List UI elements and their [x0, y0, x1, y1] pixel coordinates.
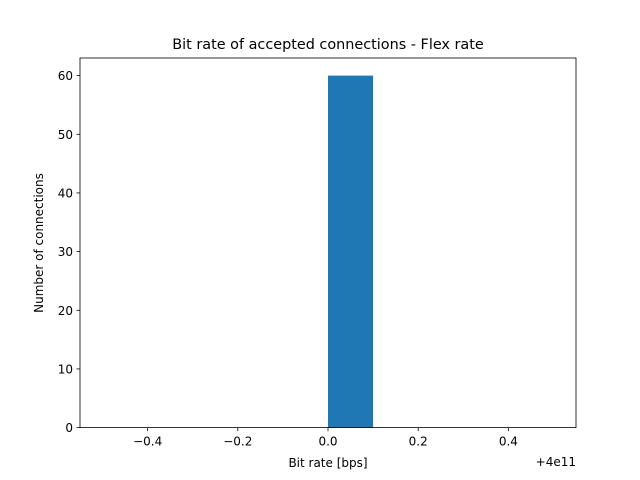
x-tick-label: 0.2: [409, 435, 428, 449]
x-axis-offset-label: +4e11: [536, 455, 576, 469]
x-tick-label: 0.4: [499, 435, 518, 449]
y-axis-label: Number of connections: [32, 173, 46, 313]
chart-title: Bit rate of accepted connections - Flex …: [172, 37, 484, 53]
y-tick-label: 20: [58, 304, 73, 318]
x-tick-label: 0.0: [318, 435, 337, 449]
y-tick-label: 30: [58, 245, 73, 259]
x-tick-label: −0.2: [223, 435, 252, 449]
y-tick-label: 60: [58, 69, 73, 83]
x-tick-label: −0.4: [133, 435, 162, 449]
y-tick-label: 10: [58, 362, 73, 376]
y-tick-label: 0: [65, 421, 73, 435]
histogram-bar-0: [328, 75, 374, 428]
x-axis-label: Bit rate [bps]: [288, 456, 367, 470]
y-tick-label: 40: [58, 186, 73, 200]
plot-frame: [79, 57, 577, 429]
y-tick-label: 50: [58, 128, 73, 142]
